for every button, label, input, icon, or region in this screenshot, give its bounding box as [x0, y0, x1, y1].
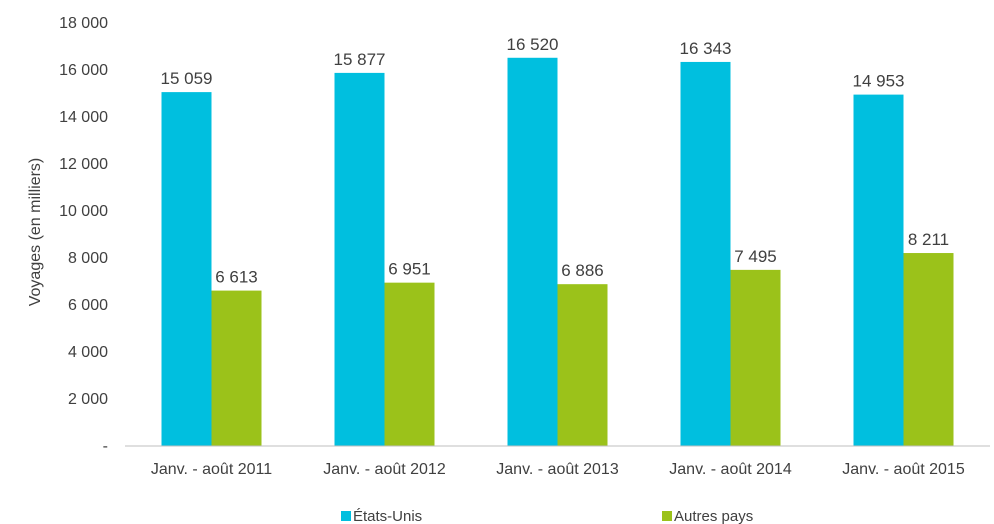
y-tick-label: 6 000 — [68, 297, 108, 314]
bar-etats-unis — [161, 92, 212, 447]
bar-autres-pays — [557, 284, 608, 446]
y-tick-label: - — [103, 438, 108, 455]
bar-value-label: 14 953 — [853, 72, 905, 91]
bar-etats-unis — [334, 72, 385, 446]
bar-etats-unis — [507, 57, 558, 446]
bar-value-label: 6 886 — [561, 261, 604, 280]
x-axis-ticks: Janv. - août 2011 Janv. - août 2012 Janv. … — [151, 461, 965, 478]
bar-value-label: 16 343 — [680, 39, 732, 58]
bar-value-label: 6 951 — [388, 260, 431, 279]
y-tick-label: 4 000 — [68, 344, 108, 361]
bar-autres-pays — [384, 282, 435, 446]
bars — [161, 57, 954, 447]
y-tick-label: 14 000 — [59, 109, 108, 126]
bar-autres-pays — [903, 253, 954, 446]
y-axis-title: Voyages (en milliers) — [27, 158, 44, 307]
y-tick-label: 12 000 — [59, 156, 108, 173]
legend: États-Unis Autres pays — [341, 508, 753, 524]
bar-etats-unis — [853, 94, 904, 447]
bar-autres-pays — [211, 290, 262, 446]
bar-value-label: 15 059 — [161, 69, 213, 88]
bar-etats-unis — [680, 61, 731, 446]
y-tick-label: 8 000 — [68, 250, 108, 267]
x-tick-label: Janv. - août 2014 — [669, 461, 792, 478]
bar-autres-pays — [730, 269, 781, 446]
y-tick-label: 16 000 — [59, 62, 108, 79]
bar-value-label: 15 877 — [334, 50, 386, 69]
x-tick-label: Janv. - août 2011 — [151, 461, 272, 478]
data-labels: 15 059 6 613 15 877 6 951 16 520 6 886 16 343 7… — [161, 35, 950, 287]
x-tick-label: Janv. - août 2013 — [496, 461, 619, 478]
y-tick-label: 18 000 — [59, 15, 108, 32]
bar-value-label: 7 495 — [734, 247, 777, 266]
x-tick-label: Janv. - août 2015 — [842, 461, 965, 478]
bar-value-label: 8 211 — [908, 230, 949, 249]
y-tick-label: 10 000 — [59, 203, 108, 220]
y-axis-ticks: - 2 000 4 000 6 000 8 000 10 000 12 000 14 000 1… — [59, 15, 108, 455]
bar-value-label: 16 520 — [507, 35, 559, 54]
legend-swatch — [662, 511, 672, 521]
legend-label: Autres pays — [674, 508, 753, 524]
y-tick-label: 2 000 — [68, 391, 108, 408]
legend-swatch — [341, 511, 351, 521]
bar-value-label: 6 613 — [215, 268, 258, 287]
x-tick-label: Janv. - août 2012 — [323, 461, 446, 478]
legend-label: États-Unis — [353, 508, 422, 524]
